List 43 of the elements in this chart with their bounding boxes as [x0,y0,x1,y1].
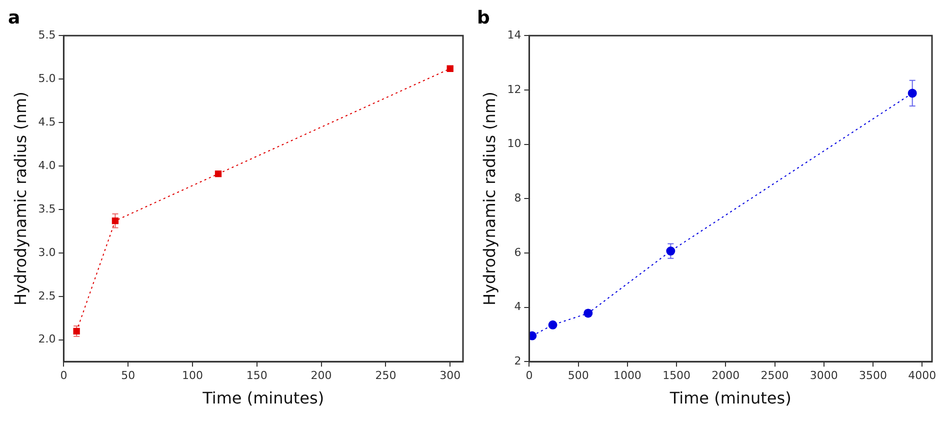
point [529,331,537,340]
x-tick-label: 1000 [613,369,642,382]
y-tick-label: 5.5 [38,28,56,42]
y-tick-label: 12 [507,82,522,96]
point [548,320,558,330]
y-tick-label: 8 [514,191,522,204]
y-tick-label: 6 [514,246,522,259]
y-tick-label: 2.0 [38,332,56,346]
point [908,88,917,98]
chart-title: a [8,7,20,28]
x-tick-label: 200 [310,369,332,382]
x-tick-label: 4000 [908,369,936,382]
x-axis-title: Time (minutes) [202,388,324,408]
chart-title: b [477,7,490,28]
x-axis-title: Time (minutes) [668,388,792,408]
x-tick-label: 500 [568,369,589,382]
y-tick-label: 14 [507,28,522,42]
point [112,217,119,224]
y-axis-title: Hydrodynamic radius (nm) [10,92,30,306]
x-tick-label: 50 [121,369,136,382]
point [73,328,80,334]
y-tick-label: 3.5 [38,202,56,216]
y-tick-label: 2.5 [38,289,56,302]
y-axis-title: Hydrodynamic radius (nm) [480,92,499,306]
x-tick-label: 3000 [810,369,838,382]
y-tick-label: 5.0 [38,72,56,85]
x-tick-label: 300 [440,369,461,382]
x-tick-label: 2000 [712,369,740,382]
y-tick-label: 2 [514,354,522,368]
x-tick-label: 150 [246,369,268,382]
x-tick-label: 2500 [760,369,789,382]
x-tick-label: 1500 [662,369,691,382]
x-tick-label: 0 [60,369,68,382]
y-tick-label: 10 [507,137,522,150]
x-tick-label: 250 [375,369,396,382]
x-tick-label: 3500 [859,369,888,382]
point [666,246,676,256]
x-tick-label: 100 [182,369,203,382]
y-tick-label: 4.5 [38,115,56,128]
y-tick-label: 4.0 [38,158,56,172]
y-tick-label: 4 [514,300,522,314]
x-tick-label: 0 [526,369,533,382]
y-tick-label: 3.0 [38,246,56,259]
